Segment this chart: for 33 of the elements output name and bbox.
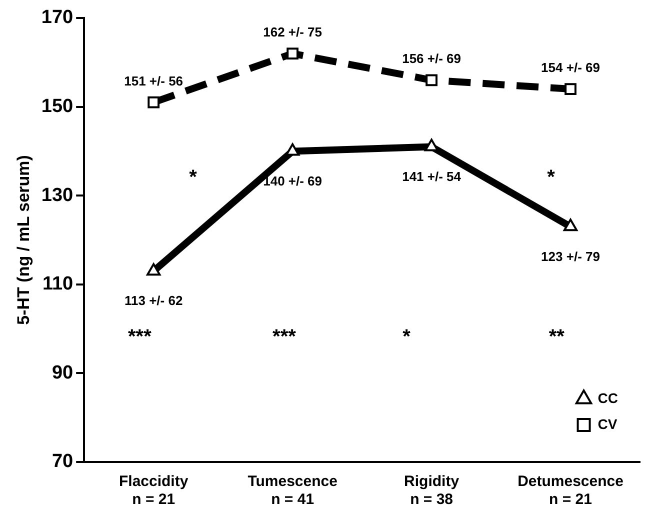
- point: [146, 263, 161, 276]
- x-tick-label: Tumescence n = 41: [248, 473, 338, 508]
- x-tick-label: Flaccidity n = 21: [118, 473, 189, 508]
- data-label: 141 +/- 54: [402, 168, 462, 184]
- y-tick-label: 150: [41, 96, 74, 118]
- legend-label: CV: [598, 416, 618, 432]
- data-label: 162 +/- 75: [263, 24, 322, 40]
- y-tick-label: 90: [52, 362, 74, 384]
- y-tick-label: 110: [42, 274, 74, 295]
- y-axis-title: 5-HT (ng / mL serum): [14, 155, 33, 325]
- point: [564, 83, 576, 95]
- data-label: 123 +/- 79: [541, 248, 600, 264]
- x-tick-label: Detumescence n = 21: [518, 473, 624, 508]
- y-tick-label: 130: [41, 184, 74, 206]
- annotation: *: [402, 326, 411, 348]
- point: [286, 143, 300, 156]
- annotation: **: [548, 326, 565, 348]
- annotation: *: [189, 166, 198, 188]
- annotation: *: [547, 166, 556, 188]
- legend-label: CC: [598, 390, 618, 406]
- point: [148, 96, 160, 108]
- data-label: 113 +/- 62: [124, 293, 183, 308]
- y-tick-label: 70: [52, 451, 74, 472]
- point: [563, 218, 578, 232]
- x-tick-label: Rigidity n = 38: [404, 473, 460, 508]
- point: [426, 74, 438, 86]
- point: [286, 48, 299, 60]
- data-label: 156 +/- 69: [402, 51, 461, 66]
- annotation: ***: [272, 326, 296, 348]
- data-label: 154 +/- 69: [541, 60, 600, 76]
- y-tick-label: 170: [41, 7, 74, 28]
- data-label: 151 +/- 56: [124, 73, 184, 88]
- annotation: ***: [128, 326, 152, 348]
